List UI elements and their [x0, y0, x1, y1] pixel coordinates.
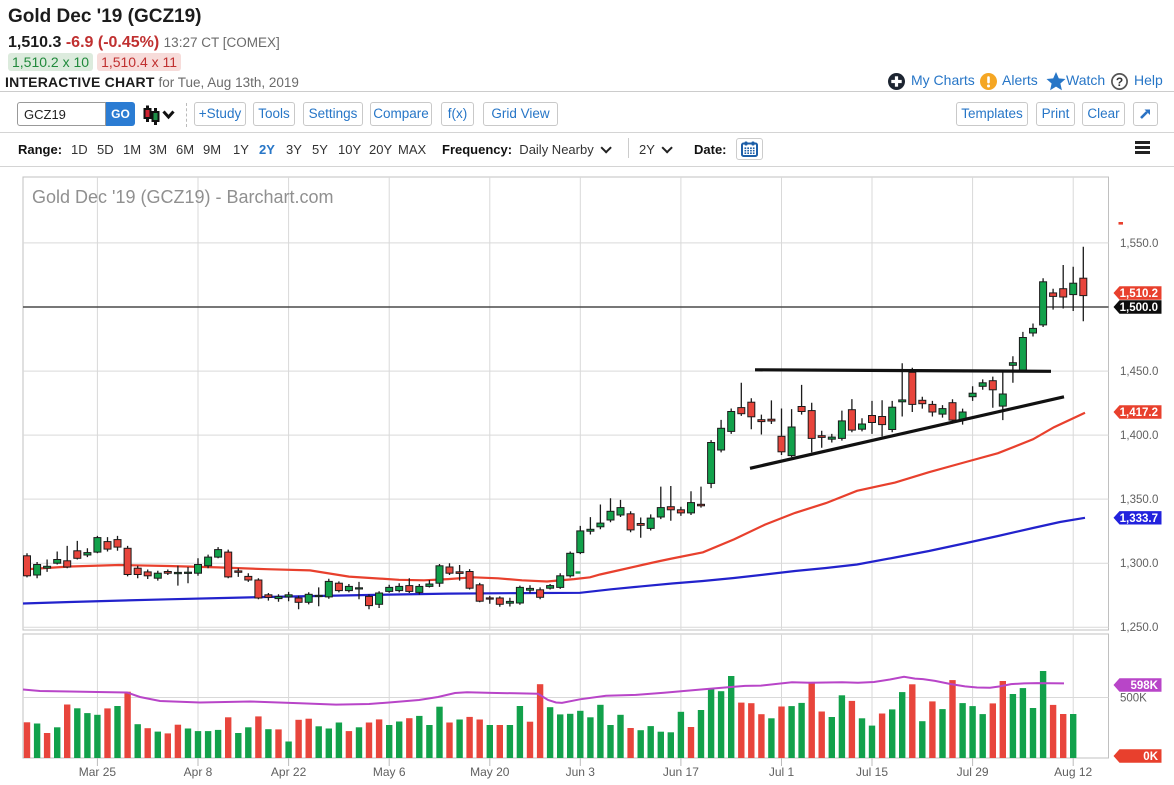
svg-text:May 20: May 20: [470, 765, 510, 779]
svg-text:598K: 598K: [1131, 680, 1159, 692]
svg-text:Mar 25: Mar 25: [79, 765, 117, 779]
svg-text:Jun 3: Jun 3: [566, 765, 596, 779]
svg-text:Apr 22: Apr 22: [271, 765, 307, 779]
svg-text:1,500.0: 1,500.0: [1120, 302, 1158, 314]
svg-text:500K: 500K: [1120, 693, 1147, 705]
svg-text:1,350.0: 1,350.0: [1120, 494, 1158, 506]
svg-text:1,333.7: 1,333.7: [1120, 513, 1158, 525]
svg-text:?: ?: [1116, 75, 1123, 89]
svg-text:0K: 0K: [1143, 751, 1158, 763]
svg-text:Jun 17: Jun 17: [663, 765, 699, 779]
svg-text:May 6: May 6: [373, 765, 406, 779]
svg-text:Aug 12: Aug 12: [1054, 765, 1092, 779]
svg-text:1,400.0: 1,400.0: [1120, 430, 1158, 442]
svg-text:1,250.0: 1,250.0: [1120, 622, 1158, 634]
svg-text:Jul 1: Jul 1: [769, 765, 795, 779]
svg-text:1,450.0: 1,450.0: [1120, 366, 1158, 378]
svg-text:1,510.2: 1,510.2: [1120, 288, 1158, 300]
svg-text:1,300.0: 1,300.0: [1120, 558, 1158, 570]
svg-text:Gold Dec '19 (GCZ19) - Barchar: Gold Dec '19 (GCZ19) - Barchart.com: [32, 187, 334, 207]
svg-text:Apr 8: Apr 8: [184, 765, 213, 779]
svg-text:1,417.2: 1,417.2: [1120, 407, 1158, 419]
svg-text:Jul 15: Jul 15: [856, 765, 888, 779]
svg-text:1,550.0: 1,550.0: [1120, 238, 1158, 250]
svg-text:Jul 29: Jul 29: [957, 765, 989, 779]
